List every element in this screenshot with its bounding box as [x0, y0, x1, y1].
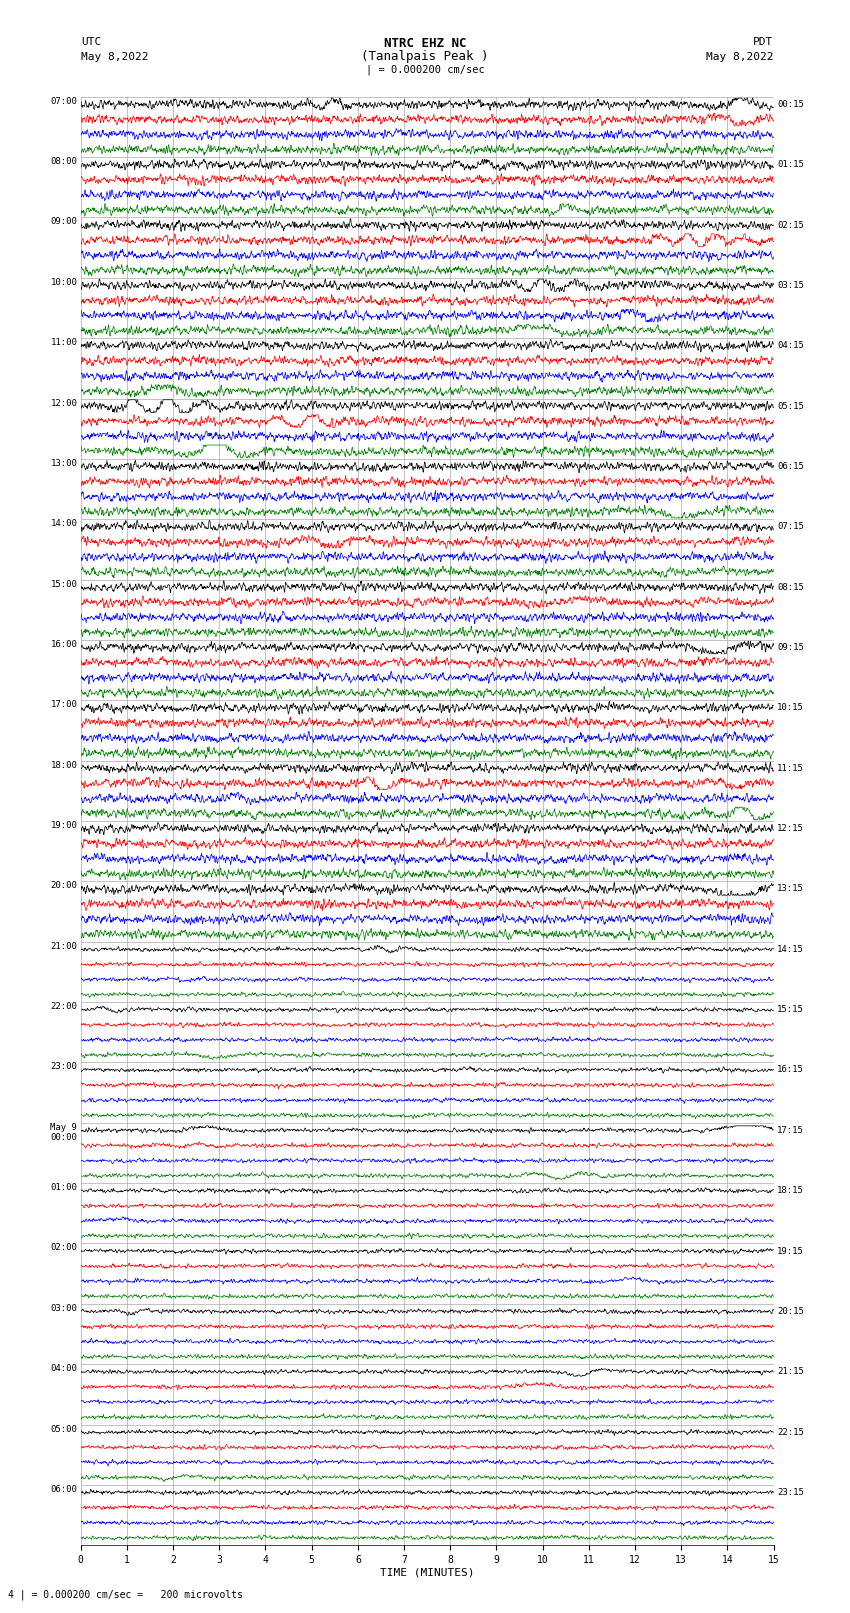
- Text: 02:15: 02:15: [777, 221, 804, 229]
- Text: 17:15: 17:15: [777, 1126, 804, 1136]
- Text: (Tanalpais Peak ): (Tanalpais Peak ): [361, 50, 489, 63]
- Text: 17:00: 17:00: [50, 700, 77, 710]
- Text: 19:00: 19:00: [50, 821, 77, 831]
- Text: 13:15: 13:15: [777, 884, 804, 894]
- Text: 04:15: 04:15: [777, 342, 804, 350]
- Text: 16:00: 16:00: [50, 640, 77, 648]
- Text: 12:00: 12:00: [50, 398, 77, 408]
- Text: 04:00: 04:00: [50, 1365, 77, 1373]
- Text: 08:00: 08:00: [50, 156, 77, 166]
- Text: 11:15: 11:15: [777, 763, 804, 773]
- Text: 09:15: 09:15: [777, 644, 804, 652]
- Text: 00:15: 00:15: [777, 100, 804, 108]
- Text: 03:15: 03:15: [777, 281, 804, 290]
- Text: 10:15: 10:15: [777, 703, 804, 713]
- Text: 14:15: 14:15: [777, 945, 804, 953]
- Text: 18:00: 18:00: [50, 761, 77, 769]
- Text: May 9
00:00: May 9 00:00: [50, 1123, 77, 1142]
- Text: 03:00: 03:00: [50, 1303, 77, 1313]
- Text: 06:15: 06:15: [777, 461, 804, 471]
- Text: 11:00: 11:00: [50, 339, 77, 347]
- Text: 07:15: 07:15: [777, 523, 804, 531]
- Text: 15:00: 15:00: [50, 579, 77, 589]
- Text: 15:15: 15:15: [777, 1005, 804, 1015]
- Text: 16:15: 16:15: [777, 1066, 804, 1074]
- Text: 14:00: 14:00: [50, 519, 77, 527]
- Text: May 8,2022: May 8,2022: [81, 52, 148, 61]
- Text: UTC: UTC: [81, 37, 101, 47]
- Text: 23:00: 23:00: [50, 1063, 77, 1071]
- Text: 19:15: 19:15: [777, 1247, 804, 1255]
- Text: 18:15: 18:15: [777, 1186, 804, 1195]
- Text: 06:00: 06:00: [50, 1486, 77, 1494]
- Text: 12:15: 12:15: [777, 824, 804, 832]
- Text: NTRC EHZ NC: NTRC EHZ NC: [383, 37, 467, 50]
- Text: 22:15: 22:15: [777, 1428, 804, 1437]
- Text: 05:00: 05:00: [50, 1424, 77, 1434]
- Text: 07:00: 07:00: [50, 97, 77, 106]
- Text: May 8,2022: May 8,2022: [706, 52, 774, 61]
- Text: | = 0.000200 cm/sec: | = 0.000200 cm/sec: [366, 65, 484, 76]
- Text: 09:00: 09:00: [50, 218, 77, 226]
- Text: 23:15: 23:15: [777, 1487, 804, 1497]
- Text: 05:15: 05:15: [777, 402, 804, 411]
- Text: 08:15: 08:15: [777, 582, 804, 592]
- Text: 13:00: 13:00: [50, 460, 77, 468]
- Text: 20:00: 20:00: [50, 881, 77, 890]
- X-axis label: TIME (MINUTES): TIME (MINUTES): [380, 1568, 474, 1578]
- Text: 01:00: 01:00: [50, 1184, 77, 1192]
- Text: 4 | = 0.000200 cm/sec =   200 microvolts: 4 | = 0.000200 cm/sec = 200 microvolts: [8, 1589, 243, 1600]
- Text: 01:15: 01:15: [777, 160, 804, 169]
- Text: 02:00: 02:00: [50, 1244, 77, 1252]
- Text: 10:00: 10:00: [50, 277, 77, 287]
- Text: 21:00: 21:00: [50, 942, 77, 950]
- Text: PDT: PDT: [753, 37, 774, 47]
- Text: 21:15: 21:15: [777, 1368, 804, 1376]
- Text: 22:00: 22:00: [50, 1002, 77, 1011]
- Text: 20:15: 20:15: [777, 1307, 804, 1316]
